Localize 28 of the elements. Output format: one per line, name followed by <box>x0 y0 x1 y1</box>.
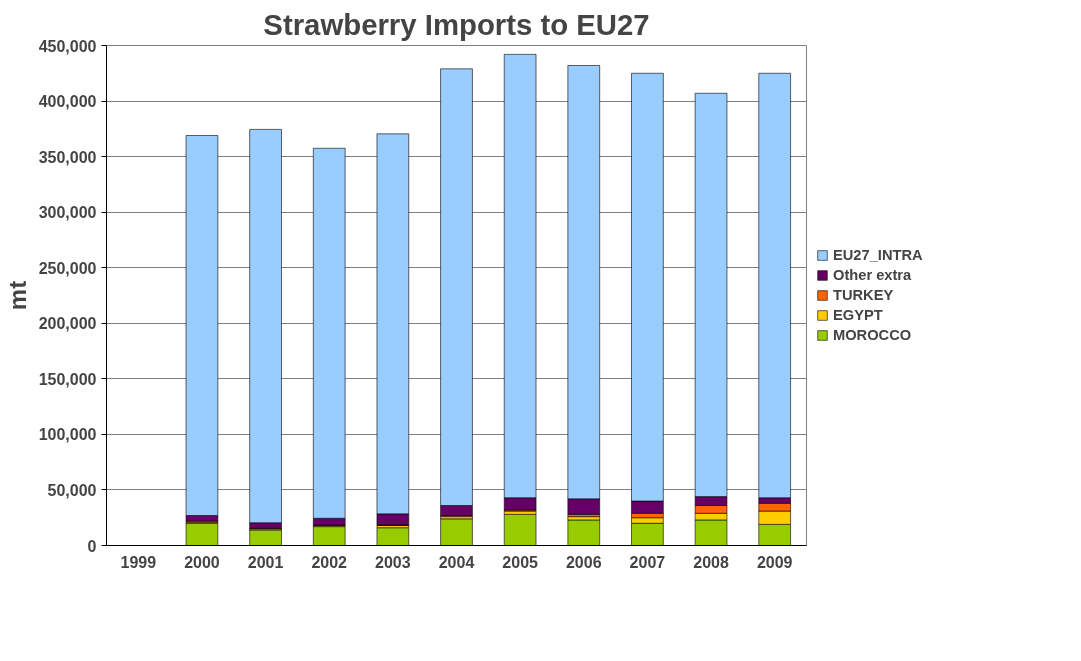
y-tick-label: 50,000 <box>47 481 97 499</box>
y-tick-label: 250,000 <box>38 259 97 277</box>
x-tick-label: 2003 <box>375 553 411 571</box>
x-tick-label: 2001 <box>247 553 284 571</box>
y-tick-label: 150,000 <box>38 370 97 388</box>
legend-label: TURKEY <box>833 287 894 303</box>
y-tick-label: 0 <box>87 537 97 555</box>
y-tick-label: 450,000 <box>38 37 97 55</box>
x-tick-label: 2006 <box>565 553 602 571</box>
x-tick-label: 2004 <box>438 553 475 571</box>
x-tick-label: 2007 <box>629 553 666 571</box>
x-tick-label: 2009 <box>756 553 793 571</box>
x-tick-label: 2002 <box>311 553 348 571</box>
y-tick-label: 300,000 <box>38 204 97 222</box>
x-tick-label: 2000 <box>184 553 220 571</box>
y-tick-label: 400,000 <box>38 93 97 111</box>
y-tick-label: 350,000 <box>38 148 97 166</box>
legend-label: EGYPT <box>833 307 883 323</box>
legend-label: MOROCCO <box>833 327 912 343</box>
x-tick-label: 1999 <box>120 553 157 571</box>
x-tick-label: 2008 <box>693 553 729 571</box>
legend-label: EU27_INTRA <box>833 247 923 263</box>
y-tick-label: 200,000 <box>38 315 97 333</box>
y-axis-title: mt <box>3 280 31 311</box>
chart-title: Strawberry Imports to EU27 <box>263 7 650 41</box>
y-tick-label: 100,000 <box>38 426 97 444</box>
legend-label: Other extra <box>833 267 912 283</box>
x-tick-label: 2005 <box>502 553 539 571</box>
